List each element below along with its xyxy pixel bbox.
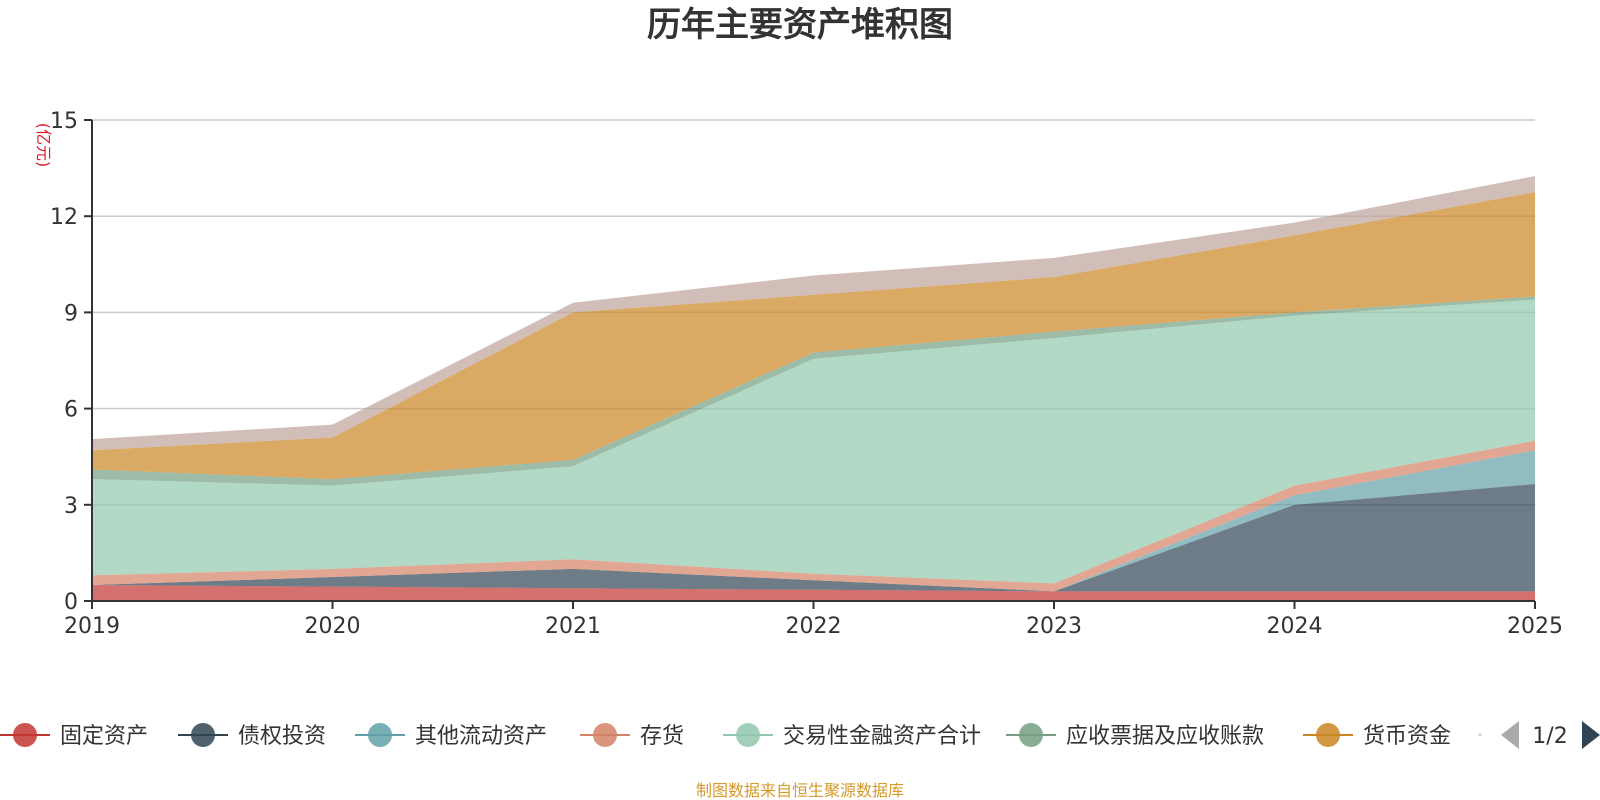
area-series-1[interactable] [92,585,1535,601]
y-tick-label: 12 [50,205,78,230]
area-series-2[interactable] [92,484,1535,592]
area-series-group [92,176,1535,601]
y-tick-label: 0 [64,590,78,615]
legend-item-1[interactable]: 固定资产 [0,723,148,749]
legend-label: 其他流动资产 [415,724,547,749]
legend-marker-icon [593,723,617,747]
legend-item-2[interactable]: 债权投资 [178,723,326,749]
legend-item-6[interactable]: 应收票据及应收账款 [1006,723,1264,749]
legend: 固定资产 债权投资 其他流动资产 存货 交易性金融资产合计 应收票据及应收账款 货币资金 1/… [0,721,1600,749]
legend-item-4[interactable]: 存货 [580,723,684,749]
y-tick-label: 15 [50,109,78,134]
legend-label: 货币资金 [1363,724,1451,749]
y-tick-label: 3 [64,494,78,519]
legend-item-3[interactable]: 其他流动资产 [355,723,547,749]
area-series-5[interactable] [92,299,1535,584]
legend-marker-icon [13,723,37,747]
legend-marker-icon [736,723,760,747]
legend-next-page-icon[interactable] [1582,721,1600,749]
legend-marker-icon [1019,723,1043,747]
area-series-3[interactable] [92,450,1535,592]
y-axis-unit-label: (亿元) [34,123,53,168]
legend-label: 固定资产 [60,724,148,749]
legend-label: 交易性金融资产合计 [783,724,981,749]
legend-label: 债权投资 [238,724,326,749]
y-tick-label: 6 [64,398,78,423]
legend-item-5[interactable]: 交易性金融资产合计 [723,723,981,749]
x-tick-label: 2019 [64,614,120,639]
x-tick-label: 2023 [1026,614,1082,639]
x-tick-label: 2025 [1507,614,1563,639]
legend-marker-icon [368,723,392,747]
area-series-8[interactable] [92,176,1535,451]
x-tick-label: 2022 [786,614,842,639]
axes: 0 3 6 9 12 15 2019 2020 2021 2022 2023 2024 2025 [50,109,1563,639]
y-tick-label: 9 [64,301,78,326]
legend-marker-icon [1316,723,1340,747]
area-series-7[interactable] [92,192,1535,480]
legend-item-7[interactable]: 货币资金 [1303,723,1451,749]
legend-label: 存货 [640,724,684,749]
x-tick-label: 2020 [305,614,361,639]
chart-title: 历年主要资产堆积图 [647,5,953,45]
x-tick-label: 2021 [545,614,601,639]
legend-marker-icon [191,723,215,747]
legend-overflow-dot [1478,733,1482,737]
source-note: 制图数据来自恒生聚源数据库 [696,781,904,800]
area-series-4[interactable] [92,440,1535,592]
legend-label: 应收票据及应收账款 [1066,724,1264,749]
legend-page-indicator: 1/2 [1532,724,1567,749]
x-tick-label: 2024 [1267,614,1323,639]
legend-prev-page-icon[interactable] [1501,721,1519,749]
